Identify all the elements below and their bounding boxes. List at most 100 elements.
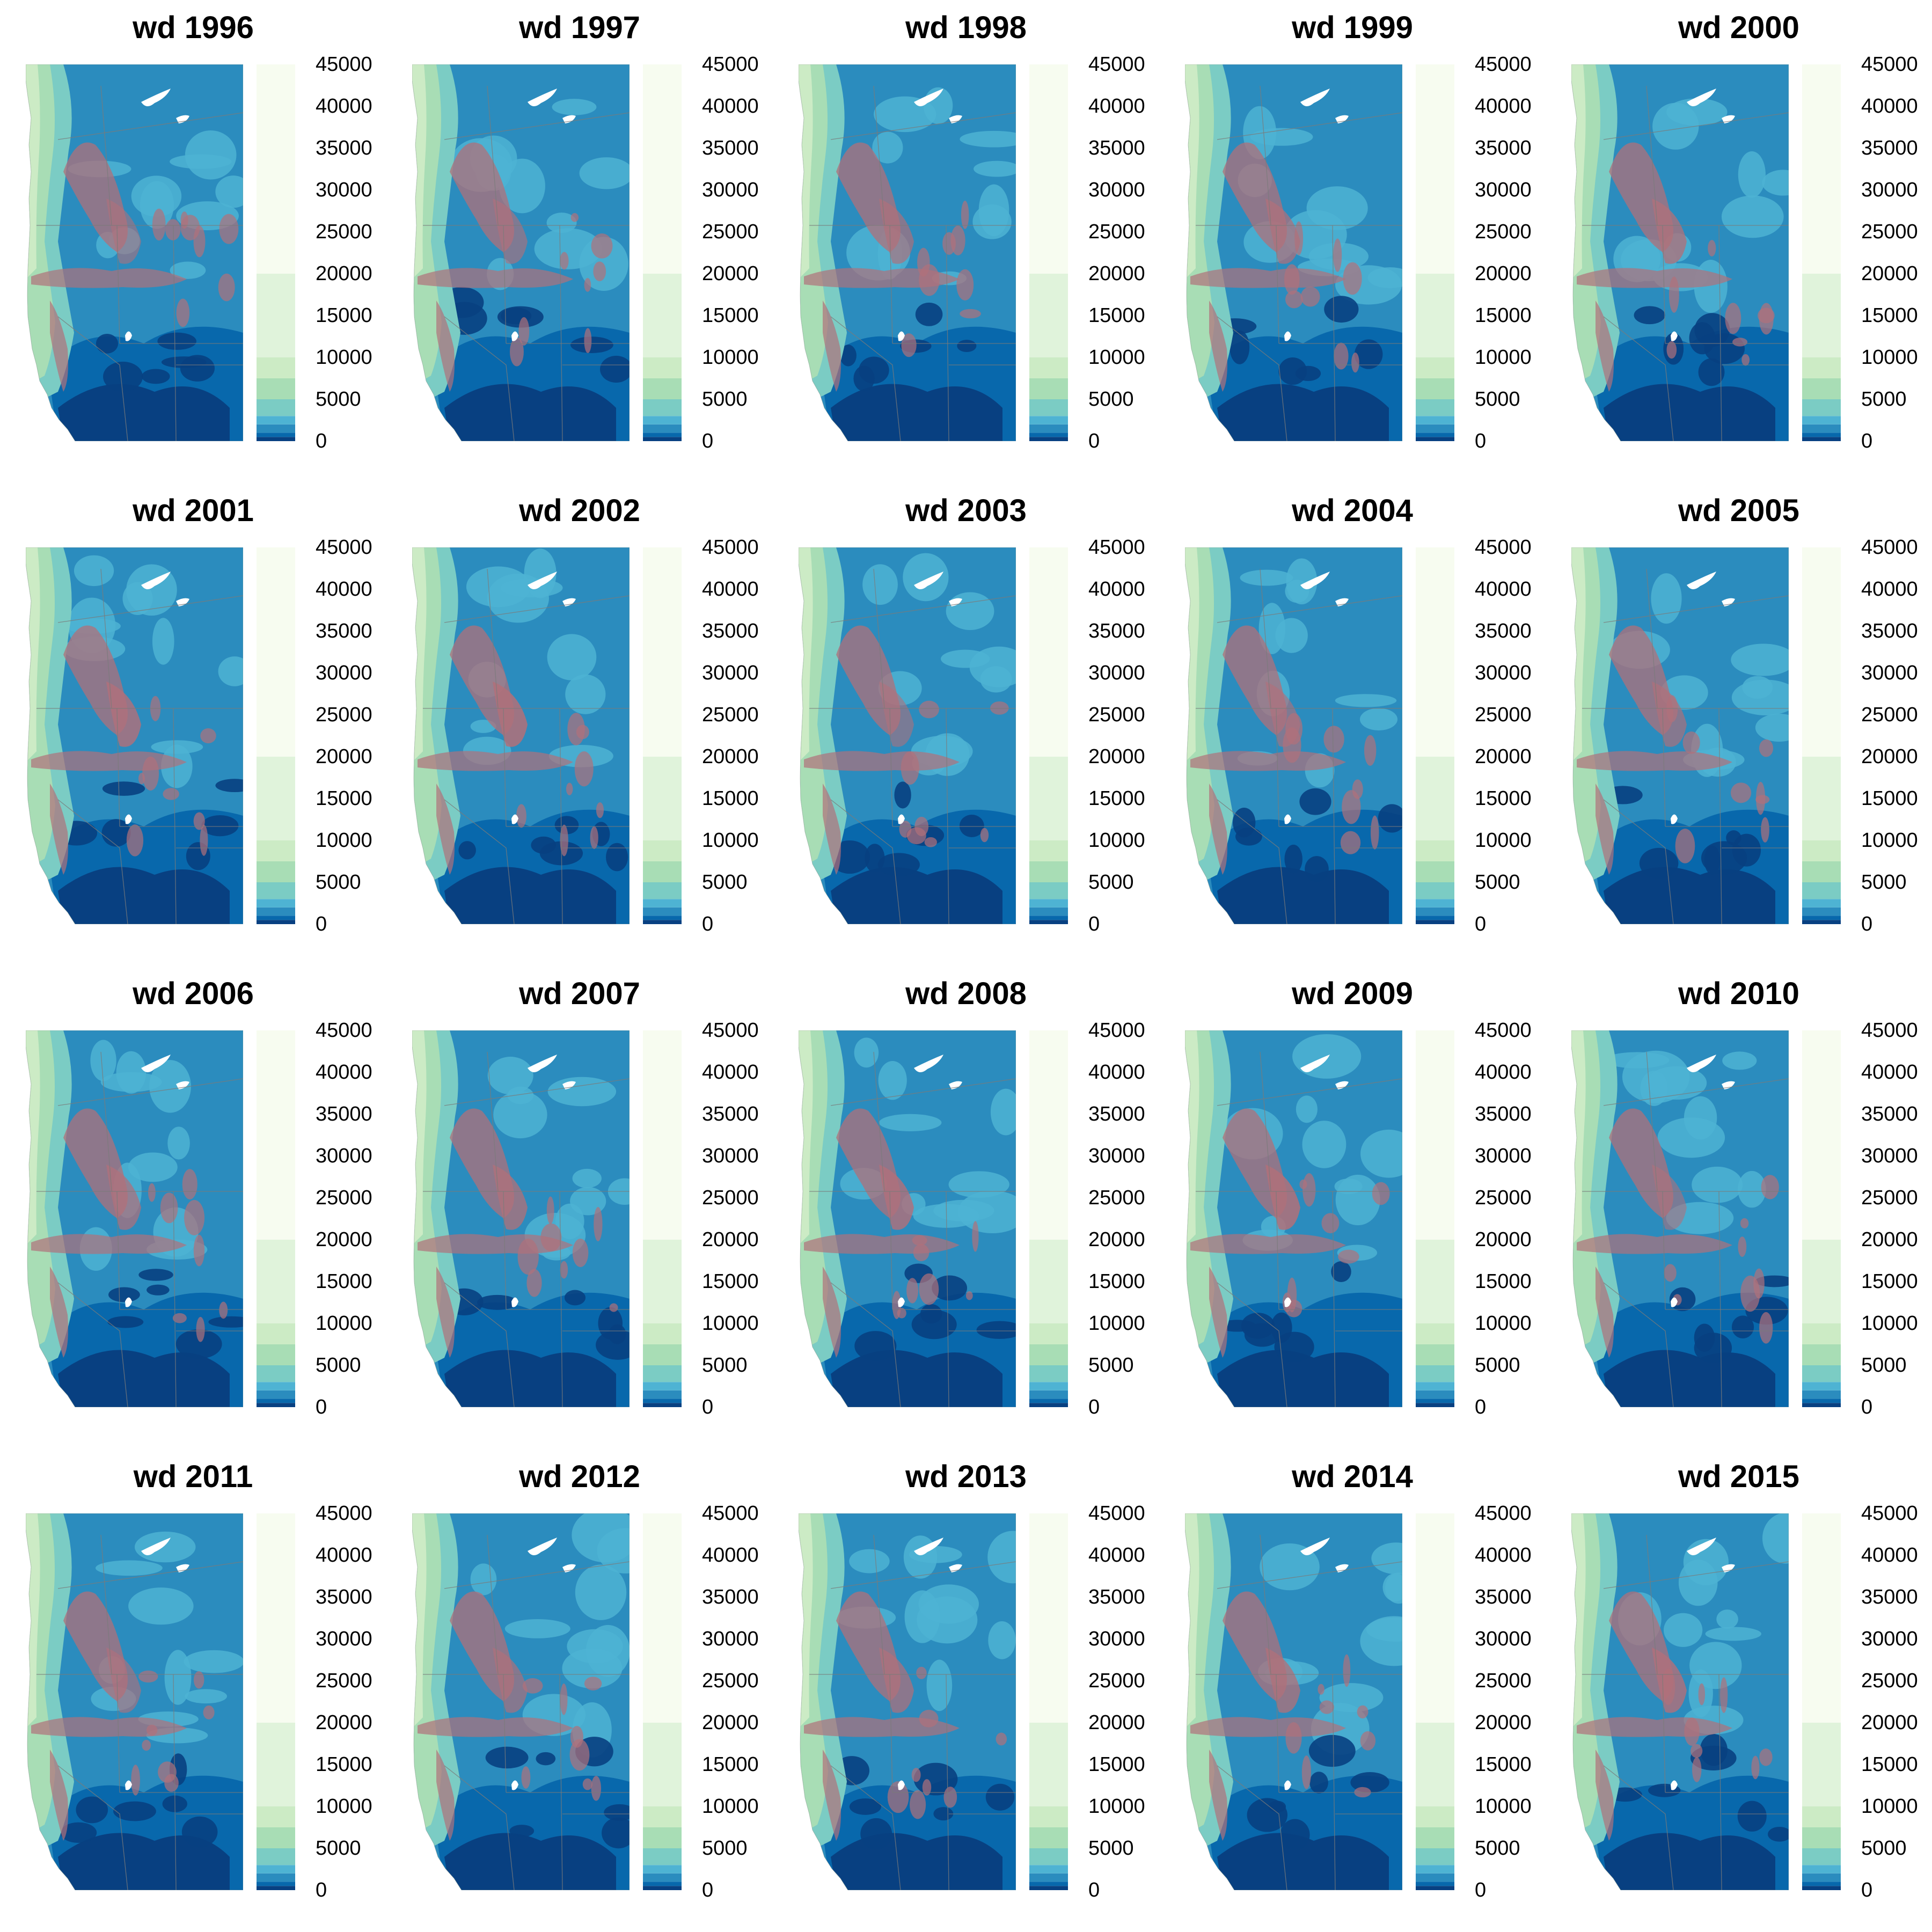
legend-bin xyxy=(1029,378,1068,399)
lake xyxy=(1335,1081,1349,1089)
legend-bin xyxy=(1802,274,1841,357)
legend-bin xyxy=(643,1344,682,1365)
legend-bin xyxy=(1416,1806,1454,1827)
state-border xyxy=(1332,225,1336,441)
mountain-overlay-peak xyxy=(956,269,974,301)
mountain-overlay-sierra xyxy=(1209,1267,1227,1358)
mountain-overlay-peak xyxy=(910,1790,926,1819)
legend-tick-label: 45000 xyxy=(316,536,372,559)
legend-tick-label: 35000 xyxy=(702,1103,759,1125)
legend-bin xyxy=(643,1873,682,1882)
legend-bin xyxy=(643,1886,682,1890)
wd-low-patch xyxy=(915,302,943,326)
wd-low-patch xyxy=(600,355,630,383)
legend-tick-label: 35000 xyxy=(1088,620,1145,642)
state-border xyxy=(1718,225,1722,441)
mountain-overlay-peak xyxy=(1698,1683,1706,1706)
mountain-overlay-peak xyxy=(518,317,530,346)
mountain-overlay-rockies xyxy=(1265,1648,1300,1713)
legend-bin xyxy=(257,1344,295,1365)
legend-tick-label: 15000 xyxy=(702,787,759,810)
lake xyxy=(1335,598,1349,606)
legend-bin xyxy=(1416,1827,1454,1848)
wd-patch xyxy=(1366,1617,1402,1642)
mountain-overlay-peak xyxy=(218,273,235,302)
panel-title: wd 1998 xyxy=(905,10,1027,45)
mountain-overlay-peak xyxy=(172,1313,187,1323)
mountain-overlay-sierra xyxy=(1596,1267,1614,1358)
legend-bin xyxy=(1802,437,1841,441)
legend-tick-label: 15000 xyxy=(702,1753,759,1776)
map-panel: wd 2009 45000 40000 35000 30000 25000 20000 150… xyxy=(1159,966,1546,1449)
legend-bin xyxy=(1802,1882,1841,1886)
legend-bin xyxy=(257,1365,295,1382)
wd-low-patch xyxy=(1755,1275,1789,1287)
legend-bin xyxy=(1802,920,1841,924)
legend-tick-label: 10000 xyxy=(702,1312,759,1335)
state-border xyxy=(830,595,1016,623)
mountain-overlay-peak xyxy=(1692,1757,1702,1782)
legend-tick-label: 5000 xyxy=(702,388,748,411)
state-border xyxy=(173,225,177,441)
legend-tick-label: 20000 xyxy=(1088,1228,1145,1251)
color-legend xyxy=(1416,1513,1454,1890)
mountain-overlay-peak xyxy=(892,1291,901,1319)
mountain-overlay-peak xyxy=(990,701,1009,715)
wd-patch xyxy=(933,1199,994,1222)
mountain-overlay-peak xyxy=(540,1223,562,1252)
legend-tick-label: 35000 xyxy=(1861,1586,1918,1608)
legend-tick-label: 45000 xyxy=(1475,1502,1532,1525)
mountain-overlay-peak xyxy=(901,751,919,785)
legend-tick-label: 5000 xyxy=(702,1837,748,1860)
mountain-overlay-peak xyxy=(965,1291,973,1300)
lake xyxy=(1284,814,1291,824)
wd-lowest-zone xyxy=(444,1833,616,1890)
wd-patch xyxy=(1385,1572,1402,1604)
wd-patch xyxy=(862,564,898,605)
legend-tick-label: 35000 xyxy=(1088,1586,1145,1608)
color-legend xyxy=(257,64,295,441)
wd-map xyxy=(799,64,1016,441)
wd-patch xyxy=(1705,1627,1762,1641)
legend-bin xyxy=(1029,1382,1068,1391)
legend-tick-label: 15000 xyxy=(1475,1270,1532,1293)
lake xyxy=(1687,1055,1716,1073)
lake xyxy=(1284,1297,1291,1307)
legend-bin xyxy=(1029,757,1068,840)
legend-bin xyxy=(257,861,295,882)
legend-bin xyxy=(1802,1240,1841,1323)
legend-tick-label: 10000 xyxy=(1088,1795,1145,1818)
wd-low-patch xyxy=(604,1804,630,1821)
legend-bin xyxy=(1416,1513,1454,1723)
legend-bin xyxy=(643,907,682,916)
lake xyxy=(949,115,962,123)
wd-lowest-zone xyxy=(831,1833,1002,1890)
legend-tick-label: 25000 xyxy=(1861,1187,1918,1209)
legend-tick-label: 45000 xyxy=(316,1502,372,1525)
legend-tick-label: 45000 xyxy=(702,53,759,76)
legend-bin xyxy=(1802,1848,1841,1865)
color-legend xyxy=(1802,1030,1841,1407)
legend-bin xyxy=(1416,378,1454,399)
wd-lowest-zone xyxy=(58,867,230,924)
color-legend xyxy=(643,1513,682,1890)
legend-tick-label: 45000 xyxy=(316,1019,372,1042)
lake xyxy=(1687,572,1716,590)
wd-patch xyxy=(1302,1121,1346,1168)
panel-title: wd 1999 xyxy=(1292,10,1413,45)
legend-tick-label: 5000 xyxy=(1088,388,1134,411)
lake xyxy=(176,1564,189,1572)
mountain-overlay-peak xyxy=(138,773,145,785)
legend-tick-label: 15000 xyxy=(316,304,372,327)
mountain-overlay-peak xyxy=(200,824,208,856)
legend-tick-label: 35000 xyxy=(1475,1586,1532,1608)
legend-bin xyxy=(1802,1390,1841,1399)
legend-tick-label: 0 xyxy=(1088,1879,1100,1901)
mountain-overlay-peak xyxy=(1758,308,1775,324)
legend-bin xyxy=(257,1806,295,1827)
legend-bin xyxy=(1029,920,1068,924)
legend-bin xyxy=(1416,907,1454,916)
mountain-overlay-rockies xyxy=(106,1648,141,1713)
legend-tick-label: 10000 xyxy=(1475,346,1532,369)
wd-low-patch xyxy=(606,843,628,872)
